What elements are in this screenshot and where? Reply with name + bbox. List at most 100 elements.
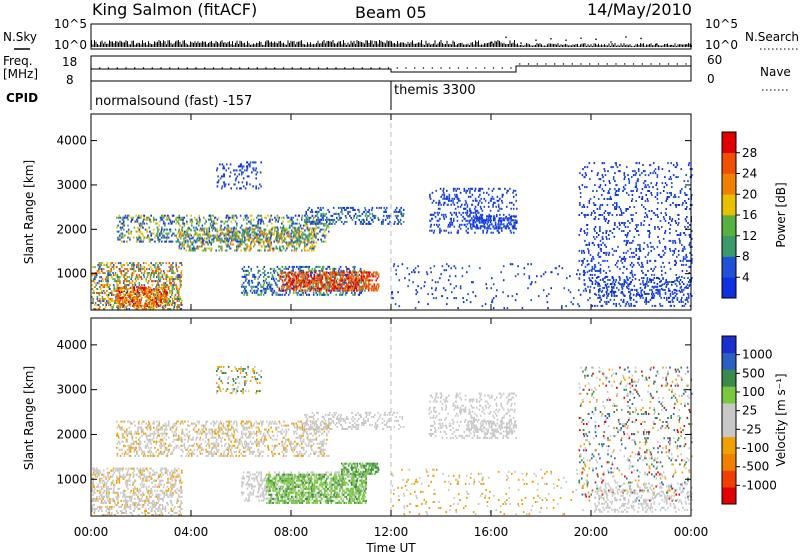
heatmap-cell — [377, 216, 379, 219]
heatmap-cell — [281, 285, 283, 288]
heatmap-cell — [244, 169, 246, 172]
heatmap-cell — [157, 288, 160, 291]
heatmap-cell — [120, 286, 122, 289]
heatmap-cell — [106, 266, 109, 269]
heatmap-cell — [489, 215, 491, 218]
nsky-bar — [197, 41, 199, 47]
heatmap-cell — [361, 271, 363, 274]
heatmap-cell — [475, 227, 477, 230]
heatmap-cell — [396, 206, 398, 209]
heatmap-cell — [312, 229, 315, 232]
heatmap-cell — [443, 217, 446, 220]
heatmap-cell — [199, 233, 201, 236]
heatmap-cell — [257, 249, 259, 252]
heatmap-cell — [138, 228, 141, 231]
heatmap-cell — [400, 212, 402, 215]
heatmap-cell — [183, 247, 186, 250]
heatmap-cell — [219, 245, 221, 248]
heatmap-cell — [246, 183, 248, 186]
heatmap-cell — [136, 266, 138, 269]
heatmap-cell — [112, 268, 115, 271]
heatmap-cell — [281, 241, 284, 244]
heatmap-cell — [157, 292, 159, 295]
heatmap-cell — [212, 224, 214, 227]
heatmap-cell — [354, 293, 356, 296]
heatmap-cell — [197, 245, 200, 248]
heatmap-cell — [241, 241, 243, 244]
heatmap-cell — [140, 216, 142, 219]
heatmap-cell — [337, 289, 339, 292]
nave-point — [344, 67, 346, 69]
heatmap-cell — [304, 279, 307, 282]
heatmap-cell — [251, 214, 253, 217]
nsky-bar — [188, 44, 190, 47]
heatmap-cell — [453, 225, 456, 228]
heatmap-cell — [161, 286, 164, 289]
heatmap-cell — [288, 281, 291, 284]
heatmap-cell — [451, 213, 453, 216]
heatmap-cell — [306, 293, 308, 296]
heatmap-cell — [292, 273, 295, 276]
heatmap-cell — [114, 272, 117, 275]
heatmap-cell — [394, 208, 397, 211]
heatmap-cell — [334, 283, 336, 286]
heatmap-cell — [109, 304, 112, 306]
heatmap-cell — [269, 236, 272, 239]
heatmap-cell — [252, 167, 255, 170]
freq-panel: Freq. [MHz] 18 8 60 0 Nave — [3, 53, 791, 91]
heatmap-cell — [294, 273, 296, 276]
heatmap-cell — [262, 279, 265, 282]
nsky-bar — [487, 43, 488, 47]
heatmap-cell — [119, 308, 121, 310]
heatmap-cell — [172, 284, 174, 287]
nsky-bar — [553, 43, 554, 47]
heatmap-cell — [304, 243, 306, 246]
heatmap-cell — [329, 291, 332, 294]
heatmap-cell — [307, 241, 309, 244]
heatmap-cell — [495, 227, 497, 230]
heatmap-cell — [131, 266, 133, 269]
heatmap-cell — [260, 233, 262, 236]
heatmap-cell — [447, 225, 449, 228]
heatmap-cell — [243, 293, 246, 296]
heatmap-cell — [316, 218, 318, 221]
heatmap-cell — [234, 228, 237, 231]
heatmap-cell — [146, 216, 149, 219]
heatmap-cell — [314, 289, 317, 292]
heatmap-cell — [317, 285, 319, 288]
heatmap-cell — [355, 271, 357, 274]
heatmap-cell — [269, 247, 271, 250]
heatmap-cell — [169, 220, 172, 223]
heatmap-cell — [459, 199, 461, 202]
heatmap-cell — [106, 276, 108, 279]
heatmap-cell — [319, 275, 322, 278]
heatmap-cell — [340, 206, 342, 209]
heatmap-cell — [481, 221, 484, 224]
heatmap-cell — [120, 302, 122, 305]
nsky-bar — [262, 44, 263, 47]
nsky-bar — [515, 44, 517, 47]
heatmap-cell — [351, 273, 353, 276]
heatmap-cell — [252, 285, 255, 288]
heatmap-cell — [508, 227, 511, 230]
heatmap-cell — [472, 211, 475, 214]
heatmap-cell — [315, 224, 317, 227]
heatmap-cell — [264, 229, 266, 232]
heatmap-cell — [291, 273, 293, 276]
heatmap-cell — [207, 231, 209, 234]
heatmap-cell — [250, 218, 252, 221]
heatmap-cell — [244, 291, 246, 294]
heatmap-cell — [226, 227, 229, 230]
heatmap-cell — [295, 283, 297, 286]
nsky-bar — [311, 44, 313, 47]
heatmap-cell — [480, 217, 482, 220]
heatmap-cell — [477, 227, 480, 230]
nsky-bar — [626, 44, 628, 47]
heatmap-cell — [156, 280, 159, 283]
heatmap-cell — [196, 228, 199, 231]
heatmap-cell — [236, 247, 238, 250]
heatmap-cell — [237, 247, 239, 250]
heatmap-cell — [358, 214, 361, 217]
heatmap-cell — [121, 274, 123, 277]
heatmap-cell — [116, 274, 119, 277]
